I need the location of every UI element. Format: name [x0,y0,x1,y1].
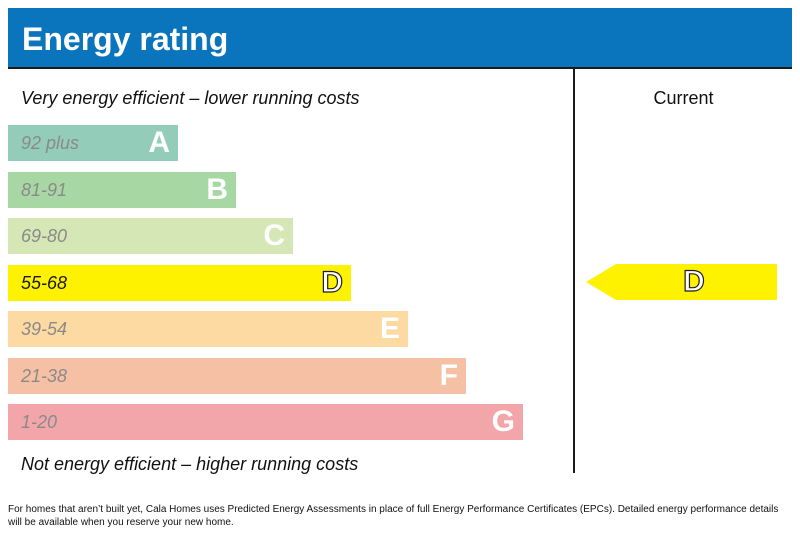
current-rating-arrow-shape [586,264,777,300]
footnote: For homes that aren’t built yet, Cala Ho… [8,504,779,528]
rating-band-range: 81-91 [21,180,68,200]
rating-band-a: 92 plus A [8,125,178,161]
column-divider [573,69,575,473]
rating-band-b: 81-91 B [8,172,236,208]
rating-band-range: 55-68 [21,273,68,293]
current-rating-arrow: D [586,264,777,300]
rating-band-range: 69-80 [21,226,68,246]
rating-band-range: 21-38 [21,366,68,386]
rating-band-e: 39-54 E [8,311,408,347]
rating-band-letter: A [148,126,170,159]
rating-band-c: 69-80 C [8,218,293,254]
bottom-caption: Not energy efficient – higher running co… [21,454,359,474]
current-rating-letter: D [683,264,706,298]
rating-band-g: 1-20 G [8,404,523,440]
rating-band-d: 55-68 D [8,265,351,301]
rating-band-letter: E [379,312,400,345]
page-title: Energy rating [22,21,229,57]
header-bar: Energy rating [8,8,792,69]
rating-band-letter: B [206,173,228,206]
rating-band-f: 21-38 F [8,358,466,394]
current-column-header: Current [653,88,714,108]
rating-band-letter: G [491,405,515,438]
top-caption: Very energy efficient – lower running co… [21,88,360,108]
rating-band-range: 92 plus [21,133,80,153]
rating-band-range: 39-54 [21,319,68,339]
rating-band-letter: C [263,219,285,252]
rating-band-letter: D [321,265,344,299]
rating-band-range: 1-20 [21,412,58,432]
rating-band-letter: F [439,359,458,392]
